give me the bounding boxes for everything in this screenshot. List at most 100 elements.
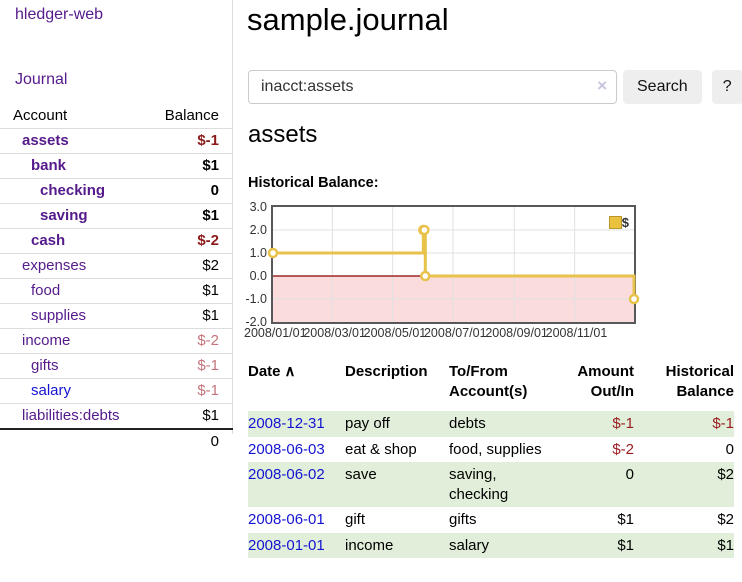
account-link[interactable]: food <box>31 282 61 299</box>
sidebar-item-journal[interactable]: Journal <box>15 71 68 88</box>
clear-search-icon[interactable]: × <box>597 76 607 95</box>
sort-asc-icon: ∧ <box>284 363 296 380</box>
description-column-header: Description <box>345 363 428 380</box>
account-row: income $-2 <box>0 328 233 353</box>
x-axis-tick-label: 2008/09/01 <box>485 326 548 340</box>
account-link[interactable]: gifts <box>31 357 59 374</box>
register-description-cell: save <box>345 466 377 483</box>
account-balance: $1 <box>202 407 219 424</box>
register-description-cell: income <box>345 536 394 554</box>
register-row: 2008-01-01 income salary $1 $1 <box>248 532 734 558</box>
register-accounts-cell: food, supplies <box>449 440 542 458</box>
account-row: bank $1 <box>0 153 233 178</box>
account-balance: $1 <box>202 157 219 174</box>
x-axis-tick-label: 2008/07/01 <box>423 326 487 340</box>
account-row: liabilities:debts $1 <box>0 403 233 428</box>
account-heading: assets <box>248 121 318 148</box>
sidebar: hledger-web Journal Account Balance asse… <box>0 0 233 450</box>
date-column-header[interactable]: Date ∧ <box>248 363 296 380</box>
account-balance: $-2 <box>197 332 219 349</box>
register-date-link[interactable]: 2008-12-31 <box>248 415 325 432</box>
x-axis-tick-label: 2008/05/01 <box>363 326 427 340</box>
account-link[interactable]: cash <box>31 232 66 249</box>
account-row: supplies $1 <box>0 303 233 328</box>
register-description-cell: pay off <box>345 415 390 432</box>
balance-column-header: Historical Balance <box>665 363 734 400</box>
register-description-cell: gift <box>345 511 366 528</box>
x-axis-tick-label: 2008/11/01 <box>545 326 608 340</box>
balance-chart-canvas <box>267 207 640 322</box>
register-description-cell: eat & shop <box>345 440 417 458</box>
register-date-link[interactable]: 2008-06-01 <box>248 511 325 528</box>
x-axis-tick-label: 2008/03/01 <box>303 326 366 340</box>
account-link[interactable]: liabilities:debts <box>22 407 120 424</box>
app-title-link[interactable]: hledger-web <box>15 6 104 23</box>
account-link[interactable]: income <box>22 332 71 349</box>
register-table: Date ∧ Description To/From Account(s) Amo… <box>248 362 734 558</box>
search-input[interactable] <box>248 70 617 104</box>
account-row: assets $-1 <box>0 128 233 153</box>
register-amount-cell: $1 <box>617 511 634 528</box>
legend-label: $ <box>621 215 629 230</box>
balance-column-header: Balance <box>164 107 219 124</box>
register-accounts-cell: gifts <box>449 511 477 528</box>
account-balance: $-1 <box>197 132 219 149</box>
register-amount-cell: $-2 <box>612 440 634 458</box>
register-balance-cell: $2 <box>717 466 734 483</box>
account-row: gifts $-1 <box>0 353 233 378</box>
account-link[interactable]: assets <box>22 132 69 149</box>
account-row: expenses $2 <box>0 253 233 278</box>
register-row: 2008-12-31 pay off debts $-1 $-1 <box>248 411 734 437</box>
register-accounts-cell: salary <box>449 536 490 554</box>
account-row: cash $-2 <box>0 228 233 253</box>
y-axis-tick-label: -2.0 <box>245 315 267 329</box>
account-row: checking 0 <box>0 178 233 203</box>
register-date-link[interactable]: 2008-06-03 <box>248 440 325 458</box>
chart-legend: $ <box>608 215 629 230</box>
register-row: 2008-06-03 eat & shop food, supplies $-2 0 <box>248 437 734 463</box>
y-axis-tick-label: 0.0 <box>249 269 267 283</box>
account-balance: $1 <box>202 307 219 324</box>
y-axis-tick-label: 2.0 <box>249 223 267 237</box>
account-balance: $2 <box>202 257 219 274</box>
account-link[interactable]: expenses <box>22 257 87 274</box>
balance-chart: $ <box>267 205 640 324</box>
account-balance: $-2 <box>197 232 219 249</box>
account-link[interactable]: saving <box>40 207 88 224</box>
account-link[interactable]: bank <box>31 157 67 174</box>
register-date-link[interactable]: 2008-01-01 <box>248 536 325 554</box>
register-balance-cell: $1 <box>717 536 734 554</box>
register-date-cell: 2008-01-01 <box>248 536 345 556</box>
accounts-table-header: Account Balance <box>0 104 233 128</box>
register-balance-cell: $-1 <box>712 415 734 432</box>
account-balance: $-1 <box>197 357 219 374</box>
register-date-cell: 2008-06-03 <box>248 440 345 460</box>
y-axis-tick-label: 1.0 <box>249 246 267 260</box>
account-link[interactable]: supplies <box>31 307 87 324</box>
register-amount-cell: $-1 <box>612 415 634 432</box>
accounts-total-balance: 0 <box>210 433 219 450</box>
legend-swatch-icon <box>608 216 622 229</box>
search-form: × Search ? <box>248 70 742 104</box>
x-axis-tick-label: 2008/01/01 <box>244 326 307 340</box>
register-date-link[interactable]: 2008-06-02 <box>248 466 325 483</box>
register-row: 2008-06-02 save saving, checking 0 $2 <box>248 462 734 507</box>
register-date-cell: 2008-12-31 <box>248 414 345 434</box>
account-link[interactable]: salary <box>31 382 72 399</box>
help-button[interactable]: ? <box>711 70 742 104</box>
register-header-row: Date ∧ Description To/From Account(s) Amo… <box>248 362 734 402</box>
register-amount-cell: 0 <box>625 466 634 483</box>
account-link[interactable]: checking <box>40 182 106 199</box>
account-column-header: Account <box>13 107 68 124</box>
account-balance: 0 <box>210 182 219 199</box>
register-amount-cell: $1 <box>617 536 634 554</box>
page-title: sample.journal <box>247 2 449 37</box>
register-accounts-cell: debts <box>449 415 486 432</box>
accounts-column-header: To/From Account(s) <box>449 363 528 400</box>
account-row: saving $1 <box>0 203 233 228</box>
account-balance: $1 <box>202 207 219 224</box>
y-axis-tick-label: 3.0 <box>249 200 267 214</box>
register-date-cell: 2008-06-02 <box>248 465 345 504</box>
accounts-table: Account Balance assets $-1 bank $1 checking 0… <box>0 104 233 454</box>
search-button[interactable]: Search <box>623 70 702 104</box>
